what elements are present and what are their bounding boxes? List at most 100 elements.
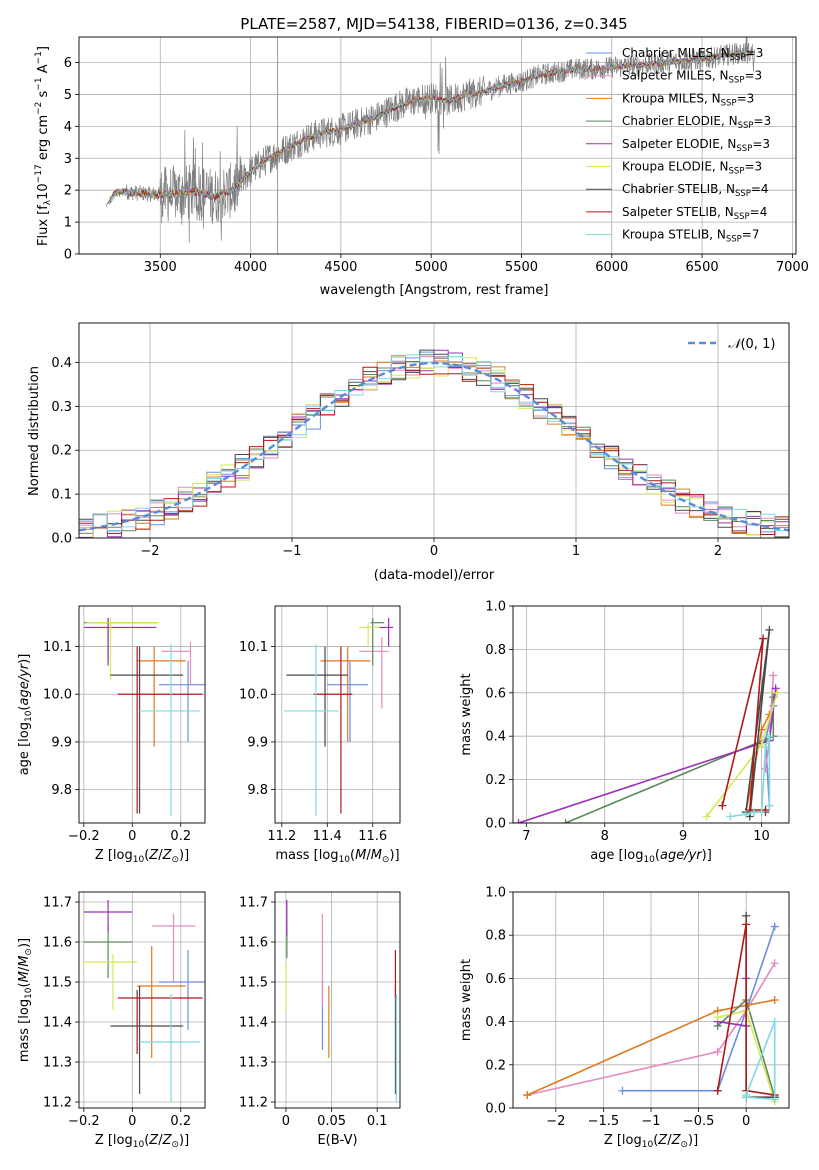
weight-vs-age-ytick-label: 0.6 (485, 686, 506, 701)
spectrum-ytick-label: 0 (64, 248, 72, 263)
age-vs-mass-ytick-label: 9.8 (247, 783, 268, 798)
mass-vs-Z-ytick-label: 11.6 (43, 936, 72, 951)
weight-vs-Z-xtick-label: −1 (641, 1114, 660, 1129)
weight-point-marker (561, 819, 570, 823)
weight-point-marker (765, 801, 774, 810)
age-vs-Z-plot-area (83, 617, 205, 816)
age-vs-mass-ytick-label: 10.0 (239, 688, 268, 703)
weight-point-marker (770, 959, 779, 968)
histogram-ytick-label: 0.3 (51, 400, 72, 415)
weight-point-marker (713, 1013, 722, 1022)
weight-vs-Z-xtick-label: 0 (742, 1114, 750, 1129)
weight-point-marker (765, 732, 774, 741)
weight-vs-age-ylabel: mass weight (459, 673, 474, 755)
histogram-ylabel: Normed distribution (27, 366, 42, 496)
histogram-step-series (79, 354, 789, 532)
weight-point-marker (742, 920, 751, 929)
mass-vs-EBV-xtick-label: 0 (282, 1114, 290, 1129)
spectrum-axes: 3500 4000 4500 5000 5500 6000 6500 7000 0 1 2 3 4 5 6F… (34, 36, 809, 298)
histogram-xtick-label: 2 (714, 544, 722, 559)
weight-vs-age-ytick-label: 0.0 (485, 817, 506, 832)
weight-point-marker (770, 996, 779, 1004)
weight-point-marker (514, 819, 523, 823)
mass-vs-Z-plot-area (83, 900, 205, 1102)
histogram-step-series (79, 349, 789, 529)
weight-point-marker (769, 671, 778, 680)
axes-frame (274, 605, 401, 824)
age-vs-Z-ytick-label: 9.9 (51, 735, 72, 750)
mass-vs-Z-xtick-label: 0.2 (170, 1114, 191, 1129)
age-vs-mass-xtick-label: 11.6 (358, 829, 387, 844)
histogram-xlabel: (data-model)/error (374, 568, 495, 583)
weight-point-marker (770, 1095, 779, 1104)
spectrum-model-line (109, 50, 753, 203)
gaussian-reference-line (79, 361, 789, 532)
mass-vs-Z-xtick-label: −0.2 (68, 1114, 100, 1129)
axes-frame (78, 322, 790, 539)
weight-series-line (745, 915, 775, 1098)
weight-vs-Z-axes: −2 −1.5 −1 −0.5 0 0.0 0.2 0.4 0.6 0.8 1.0 Z [log10(… (459, 886, 790, 1150)
mass-vs-EBV-plot-area (285, 900, 397, 1102)
spectrum-legend: Chabrier MILES, NSSP=3 Salpeter MILES, NS… (586, 46, 771, 245)
weight-vs-age-ytick-label: 1.0 (485, 600, 506, 615)
mass-vs-Z-xlabel: Z [log10(Z/Z⊙)] (95, 1133, 189, 1150)
weight-point-marker (749, 808, 758, 817)
mass-vs-EBV-xlabel: E(B-V) (317, 1133, 357, 1148)
mass-vs-Z-axes: −0.2 0 0.2 11.2 11.3 11.4 11.5 11.6 11.7 Z [log10… (17, 891, 206, 1150)
spectrum-ytick-label: 2 (64, 184, 72, 199)
axes-frame (78, 605, 206, 824)
axes-frame (274, 891, 401, 1109)
weight-point-marker (765, 625, 774, 634)
weight-vs-age-xtick-label: 7 (522, 829, 530, 844)
weight-point-marker (713, 1047, 722, 1056)
weight-series-line (518, 688, 777, 823)
weight-point-marker (757, 808, 766, 817)
age-vs-Z-ytick-label: 9.8 (51, 783, 72, 798)
age-vs-mass-axes: 11.2 11.4 11.6 9.8 9.9 10.0 10.1 mass [log10(M/… (239, 605, 401, 865)
weight-vs-Z-xlabel: Z [log10(Z/Z⊙)] (604, 1133, 698, 1150)
weight-point-marker (742, 911, 751, 920)
legend-entry: 𝒩(0, 1) (728, 337, 775, 352)
weight-vs-age-axes: 7 8 9 10 0.0 0.2 0.4 0.6 0.8 1.0 age [log10(age/yr… (459, 600, 790, 865)
histogram-xtick-label: −1 (282, 544, 301, 559)
weight-vs-age-ytick-label: 0.2 (485, 773, 506, 788)
age-vs-Z-ytick-label: 10.0 (43, 688, 72, 703)
weight-point-marker (770, 922, 779, 931)
legend-entry: Salpeter STELIB, NSSP=4 (622, 205, 767, 222)
axes-frame (78, 891, 206, 1109)
weight-point-marker (523, 1091, 532, 1100)
age-vs-Z-xtick-label: 0 (128, 829, 136, 844)
age-vs-mass-xlabel: mass [log10(M/M⊙)] (275, 848, 399, 865)
weight-vs-Z-ytick-label: 0.0 (485, 1102, 506, 1117)
weight-series-line (717, 978, 747, 1027)
weight-vs-age-plot-area (514, 625, 782, 823)
age-vs-mass-xtick-label: 11.2 (267, 829, 296, 844)
weight-point-marker (761, 743, 770, 752)
spectrum-ytick-label: 4 (64, 120, 72, 135)
weight-point-marker (726, 812, 735, 821)
histogram-ytick-label: 0.2 (51, 444, 72, 459)
weight-vs-age-xlabel: age [log10(age/yr)] (590, 848, 712, 865)
age-vs-Z-ylabel: age [log10(age/yr)] (17, 654, 34, 776)
weight-vs-age-xtick-label: 9 (679, 829, 687, 844)
mass-vs-EBV-ytick-label: 11.7 (239, 896, 268, 911)
weight-vs-Z-ytick-label: 1.0 (485, 886, 506, 901)
legend-entry: Chabrier ELODIE, NSSP=3 (622, 114, 771, 131)
age-vs-Z-xtick-label: 0.2 (170, 829, 191, 844)
histogram-xtick-label: 1 (572, 544, 580, 559)
spectrum-plot-area (105, 37, 755, 254)
legend-entry: Kroupa STELIB, NSSP=7 (622, 228, 760, 245)
weight-point-marker (702, 812, 711, 821)
spectrum-xtick-label: 3500 (144, 260, 177, 275)
histogram-step-series (79, 362, 789, 535)
age-vs-mass-ytick-label: 10.1 (239, 640, 268, 655)
spectrum-ytick-label: 3 (64, 152, 72, 167)
histogram-xtick-label: 0 (430, 544, 438, 559)
legend-entry: Chabrier MILES, NSSP=3 (622, 46, 763, 63)
histogram-ytick-label: 0.1 (51, 488, 72, 503)
weight-vs-Z-xtick-label: −2 (546, 1114, 565, 1129)
weight-vs-Z-ylabel: mass weight (459, 959, 474, 1041)
figure-title: PLATE=2587, MJD=54138, FIBERID=0136, z=0… (240, 15, 627, 33)
age-vs-mass-ytick-label: 9.9 (247, 735, 268, 750)
